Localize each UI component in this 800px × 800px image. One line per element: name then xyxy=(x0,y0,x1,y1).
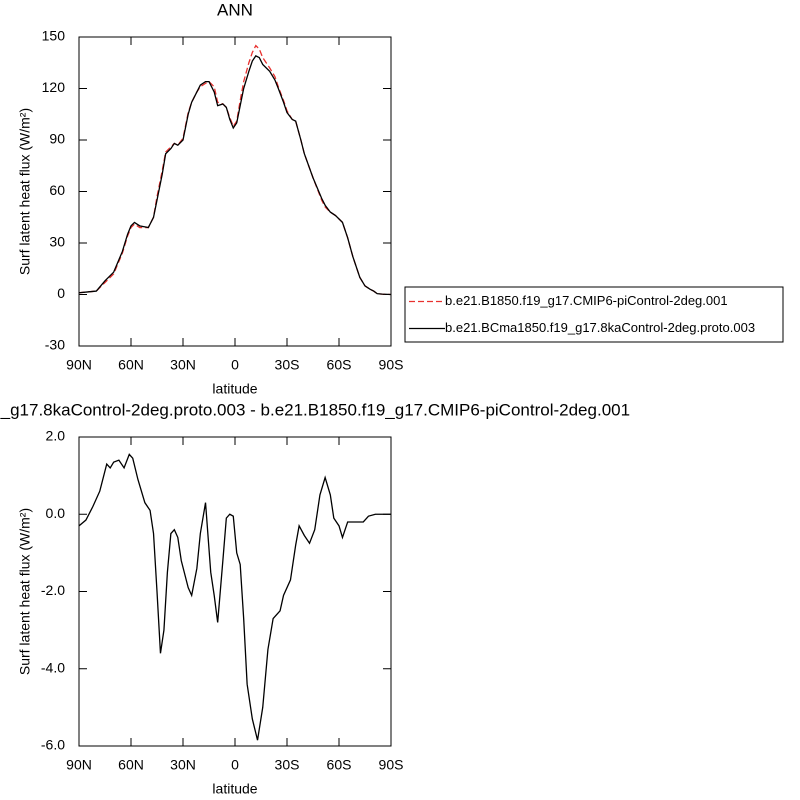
x-tick-label: 60N xyxy=(118,357,144,373)
legend-label: b.e21.B1850.f19_g17.CMIP6-piControl-2deg… xyxy=(445,293,728,308)
x-tick-label: 0 xyxy=(231,357,239,373)
y-tick-label: 30 xyxy=(49,234,65,250)
x-axis-label: latitude xyxy=(212,381,257,397)
chart-title: ANN xyxy=(217,0,253,19)
x-tick-label: 90S xyxy=(379,757,404,773)
x-tick-label: 90N xyxy=(66,757,92,773)
y-axis-label: Surf latent heat flux (W/m²) xyxy=(17,108,33,275)
x-tick-label: 30S xyxy=(275,357,300,373)
x-tick-label: 60S xyxy=(327,757,352,773)
y-tick-label: -4.0 xyxy=(41,659,65,675)
legend-label: b.e21.BCma1850.f19_g17.8kaControl-2deg.p… xyxy=(445,320,755,335)
x-tick-label: 90S xyxy=(379,357,404,373)
x-tick-label: 60N xyxy=(118,757,144,773)
x-tick-label: 30N xyxy=(170,757,196,773)
plot-frame xyxy=(78,436,392,747)
y-tick-label: 0 xyxy=(57,285,65,301)
x-tick-label: 90N xyxy=(66,357,92,373)
x-tick-label: 0 xyxy=(231,757,239,773)
x-tick-label: 60S xyxy=(327,357,352,373)
data-line xyxy=(78,453,391,741)
data-line xyxy=(78,55,392,296)
y-tick-label: 0.0 xyxy=(46,505,66,521)
x-tick-label: 30N xyxy=(170,357,196,373)
y-tick-label: 120 xyxy=(42,79,66,95)
y-tick-label: -2.0 xyxy=(41,582,65,598)
legend-box xyxy=(404,286,784,343)
y-tick-label: 90 xyxy=(49,131,65,147)
y-tick-label: 150 xyxy=(42,28,66,44)
y-axis-label: Surf latent heat flux (W/m²) xyxy=(17,508,33,675)
y-tick-label: -30 xyxy=(45,337,65,353)
y-tick-label: 60 xyxy=(49,182,65,198)
x-tick-label: 30S xyxy=(275,757,300,773)
y-tick-label: -6.0 xyxy=(41,737,65,753)
y-tick-label: 2.0 xyxy=(46,428,66,444)
x-axis-label: latitude xyxy=(212,781,257,797)
data-line xyxy=(78,44,392,296)
plot-frame xyxy=(78,36,392,347)
chart-title: b.e21.BCma1850.f19_g17.8kaControl-2deg.p… xyxy=(0,400,630,419)
